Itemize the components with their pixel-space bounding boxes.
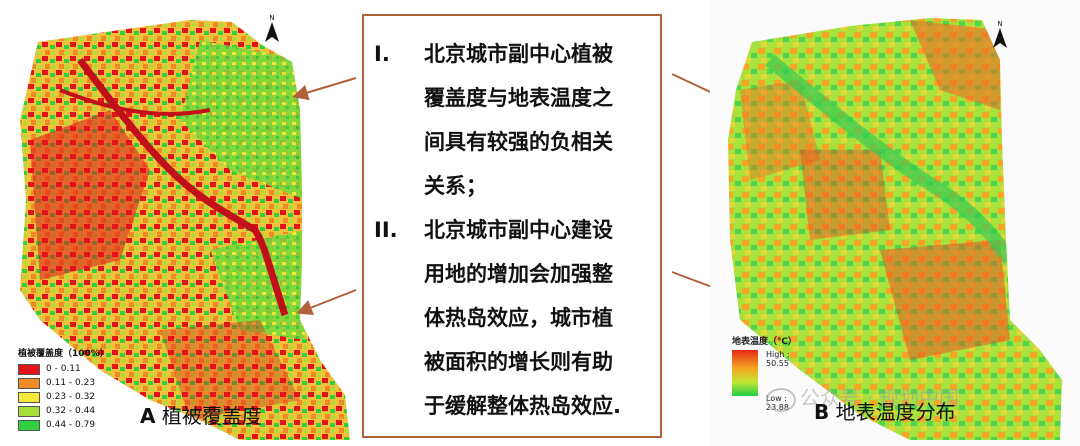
legend-item: 0 - 0.11 — [18, 362, 109, 376]
north-arrow-icon — [265, 22, 279, 42]
legend-label: 0.23 - 0.32 — [46, 392, 96, 402]
legend-swatch — [18, 391, 40, 403]
conclusion-point: I. 北京城市副中心植被 覆盖度与地表温度之 间具有较强的负相关 关系； — [374, 32, 650, 208]
conclusion-point: II. 北京城市副中心建设 用地的增加会加强整 体热岛效应，城市植 被面积的增长则有助于… — [374, 208, 650, 428]
legend-swatch — [18, 405, 40, 417]
legend-item: 0.44 - 0.79 — [18, 418, 109, 432]
point-line: 于缓解整体热岛效应. — [424, 394, 621, 418]
north-arrow-icon — [993, 28, 1007, 48]
watermark: 公众号 · 规划中国 — [766, 382, 959, 412]
point-text: 北京城市副中心建设 用地的增加会加强整 体热岛效应，城市植 被面积的增长则有助 于缓解整… — [424, 208, 650, 428]
point-line: 被面积的增长则有助 — [424, 350, 613, 374]
point-line: 北京城市副中心建设 — [424, 218, 613, 242]
panel-a-caption: A 植被覆盖度 — [140, 404, 262, 428]
legend-swatch — [18, 363, 40, 375]
legend-item: 0.32 - 0.44 — [18, 404, 109, 418]
legend-title: 植被覆盖度（100%） — [18, 349, 109, 359]
vegetation-map-panel: N 植被覆盖度（100%） 0 - 0.11 0.11 - 0.23 0.23 - … — [0, 0, 355, 446]
conclusion-textbox: I. 北京城市副中心植被 覆盖度与地表温度之 间具有较强的负相关 关系； II. 北京城市副… — [362, 14, 662, 438]
temperature-map — [728, 18, 1062, 440]
point-number: I. — [374, 42, 390, 66]
legend-item: 0.11 - 0.23 — [18, 376, 109, 390]
point-number: II. — [374, 218, 398, 242]
legend-swatch — [18, 419, 40, 431]
legend-label: 0.11 - 0.23 — [46, 378, 96, 388]
legend-swatch — [18, 377, 40, 389]
point-line: 覆盖度与地表温度之 — [424, 86, 613, 110]
legend-item: 0.23 - 0.32 — [18, 390, 109, 404]
north-arrow-a: N — [264, 14, 280, 44]
legend-label: 0 - 0.11 — [46, 364, 81, 374]
temperature-map-panel: N — [710, 0, 1080, 446]
point-line: 间具有较强的负相关 — [424, 130, 613, 154]
legend-label: 0.44 - 0.79 — [46, 420, 96, 430]
point-line: 体热岛效应，城市植 — [424, 306, 613, 330]
point-text: 北京城市副中心植被 覆盖度与地表温度之 间具有较强的负相关 关系； — [424, 32, 650, 208]
panel-b-caption: B 地表温度分布 — [814, 400, 956, 424]
vegetation-legend: 植被覆盖度（100%） 0 - 0.11 0.11 - 0.23 0.23 - 0.… — [18, 346, 109, 432]
point-line: 北京城市副中心植被 — [424, 42, 613, 66]
point-line: 用地的增加会加强整 — [424, 262, 613, 286]
legend-label: 0.32 - 0.44 — [46, 406, 96, 416]
temperature-gradient-bar — [732, 350, 758, 396]
point-line: 关系； — [424, 174, 487, 198]
wechat-icon — [766, 387, 796, 412]
north-arrow-b: N — [992, 20, 1008, 50]
